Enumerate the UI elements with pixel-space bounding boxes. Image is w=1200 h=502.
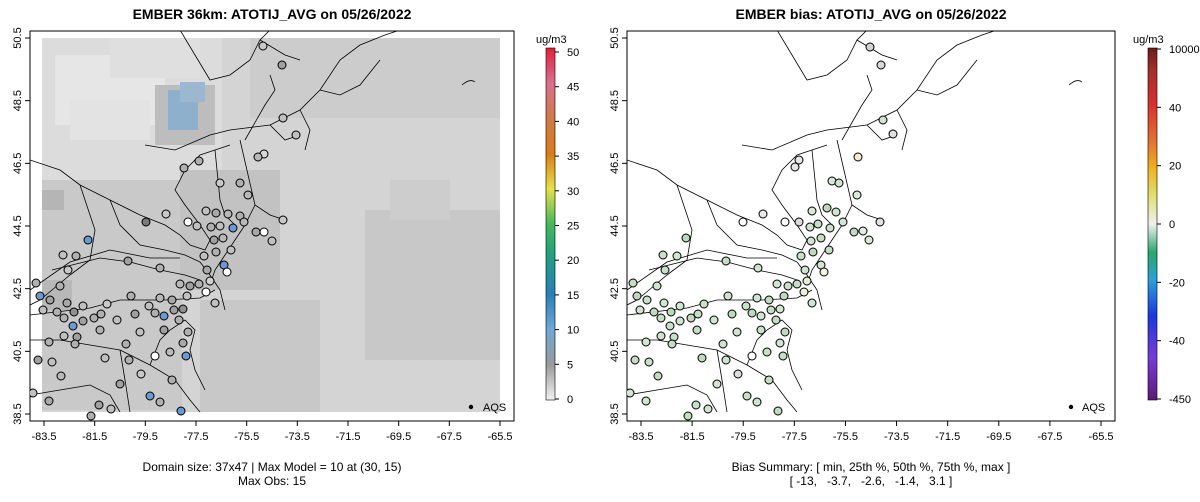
- left-y-tick-label: 48.5: [12, 90, 24, 111]
- right-y-tick-label: 42.5: [609, 278, 621, 299]
- right-x-tick-label: -75.5: [833, 431, 858, 443]
- right-bias-points: [627, 42, 898, 421]
- right-x-tick-label: -67.5: [1037, 431, 1062, 443]
- right-legend-label: AQS: [1082, 402, 1105, 414]
- right-x-tick-label: -65.5: [1088, 431, 1113, 443]
- left-map-outlines: [30, 31, 476, 413]
- right-y-tick-label: 40.5: [609, 341, 621, 362]
- left-x-tick-label: -75.5: [234, 431, 259, 443]
- right-colorbar-tick-label: -450: [1169, 394, 1191, 406]
- left-x-tick-label: -71.5: [335, 431, 360, 443]
- left-colorbar-tick-label: 50: [567, 47, 579, 59]
- right-map-title: EMBER bias: ATOTIJ_AVG on 05/26/2022: [735, 6, 1007, 22]
- left-colorbar-tick-label: 45: [567, 82, 579, 94]
- left-y-tick-label: 38.5: [12, 403, 24, 424]
- right-colorbar-unit: ug/m3: [1133, 34, 1164, 46]
- left-colorbar-tick-label: 15: [567, 290, 579, 302]
- left-x-tick-label: -81.5: [82, 431, 107, 443]
- right-colorbar-tick-label: 20: [1169, 161, 1181, 173]
- left-colorbar-tick-label: 35: [567, 151, 579, 163]
- left-caption-line2: Max Obs: 15: [237, 474, 307, 488]
- left-caption-line1: Domain size: 37x47 | Max Model = 10 at (…: [142, 460, 402, 474]
- left-y-tick-label: 44.5: [12, 215, 24, 236]
- right-map-panel: AQS -83.5 -81.5 -79.5 -77.5 -75.5 -73.5 -71.5-…: [609, 27, 1200, 443]
- left-colorbar-tick-label: 10: [567, 325, 579, 337]
- right-caption-line1: Bias Summary: [ min, 25th %, 50th %, 75t…: [731, 460, 1011, 474]
- right-x-tick-label: -79.5: [731, 431, 756, 443]
- right-caption-line2: [ -13, -3.7, -2.6, -1.4, 3.1 ]: [789, 474, 953, 488]
- left-legend-marker: [468, 404, 474, 410]
- left-colorbar-tick-label: 30: [567, 186, 579, 198]
- left-colorbar-tick-label: 0: [567, 394, 573, 406]
- left-colorbar-tick-label: 25: [567, 221, 579, 233]
- left-x-tick-label: -77.5: [183, 431, 208, 443]
- right-x-tick-label: -69.5: [986, 431, 1011, 443]
- right-colorbar-tick-label: 0: [1169, 219, 1175, 231]
- right-colorbar-ticks: 10000 40 20 0 -20 -40 -450: [1157, 44, 1200, 406]
- left-y-tick-label: 46.5: [12, 153, 24, 174]
- left-colorbar: [545, 47, 556, 401]
- right-colorbar: [1147, 47, 1158, 401]
- left-axis-ticks: -83.5 -81.5 -79.5 -77.5 -75.5 -73.5 -71.5 -69.5…: [12, 27, 513, 443]
- right-x-tick-label: -77.5: [782, 431, 807, 443]
- left-y-tick-label: 40.5: [12, 341, 24, 362]
- left-observation-points: [30, 41, 301, 421]
- right-axis-ticks: -83.5 -81.5 -79.5 -77.5 -75.5 -73.5 -71.5 -69.5…: [609, 27, 1114, 443]
- left-map-title: EMBER 36km: ATOTIJ_AVG on 05/26/2022: [132, 6, 412, 22]
- right-x-tick-label: -81.5: [680, 431, 705, 443]
- left-colorbar-tick-label: 5: [567, 359, 573, 371]
- left-map-panel: AQS -83.5 -81.5 -79.5 -77.5 -75.5 -73.5 -71.5-…: [12, 27, 579, 443]
- right-y-tick-label: 44.5: [609, 215, 621, 236]
- left-x-tick-label: -69.5: [386, 431, 411, 443]
- right-x-tick-label: -73.5: [884, 431, 909, 443]
- right-colorbar-tick-label: 10000: [1169, 44, 1200, 56]
- right-y-tick-label: 48.5: [609, 90, 621, 111]
- left-x-tick-label: -65.5: [487, 431, 512, 443]
- left-x-tick-label: -83.5: [31, 431, 56, 443]
- right-x-tick-label: -83.5: [628, 431, 653, 443]
- right-legend-marker: [1068, 404, 1074, 410]
- right-plot-frame: [626, 30, 1116, 422]
- right-y-tick-label: 46.5: [609, 153, 621, 174]
- left-x-tick-label: -79.5: [133, 431, 158, 443]
- left-x-tick-label: -67.5: [437, 431, 462, 443]
- left-y-tick-label: 42.5: [12, 278, 24, 299]
- left-y-tick-label: 50.5: [12, 27, 24, 48]
- left-model-grid: [42, 38, 500, 412]
- right-x-tick-label: -71.5: [935, 431, 960, 443]
- right-colorbar-tick-label: -40: [1169, 336, 1185, 348]
- right-colorbar-tick-label: 40: [1169, 102, 1181, 114]
- right-y-tick-label: 38.5: [609, 403, 621, 424]
- right-colorbar-tick-label: -20: [1169, 277, 1185, 289]
- left-colorbar-tick-label: 40: [567, 116, 579, 128]
- right-y-tick-label: 50.5: [609, 27, 621, 48]
- left-x-tick-label: -73.5: [285, 431, 310, 443]
- left-colorbar-tick-label: 20: [567, 255, 579, 267]
- left-colorbar-unit: ug/m3: [536, 34, 567, 46]
- left-legend-label: AQS: [483, 402, 506, 414]
